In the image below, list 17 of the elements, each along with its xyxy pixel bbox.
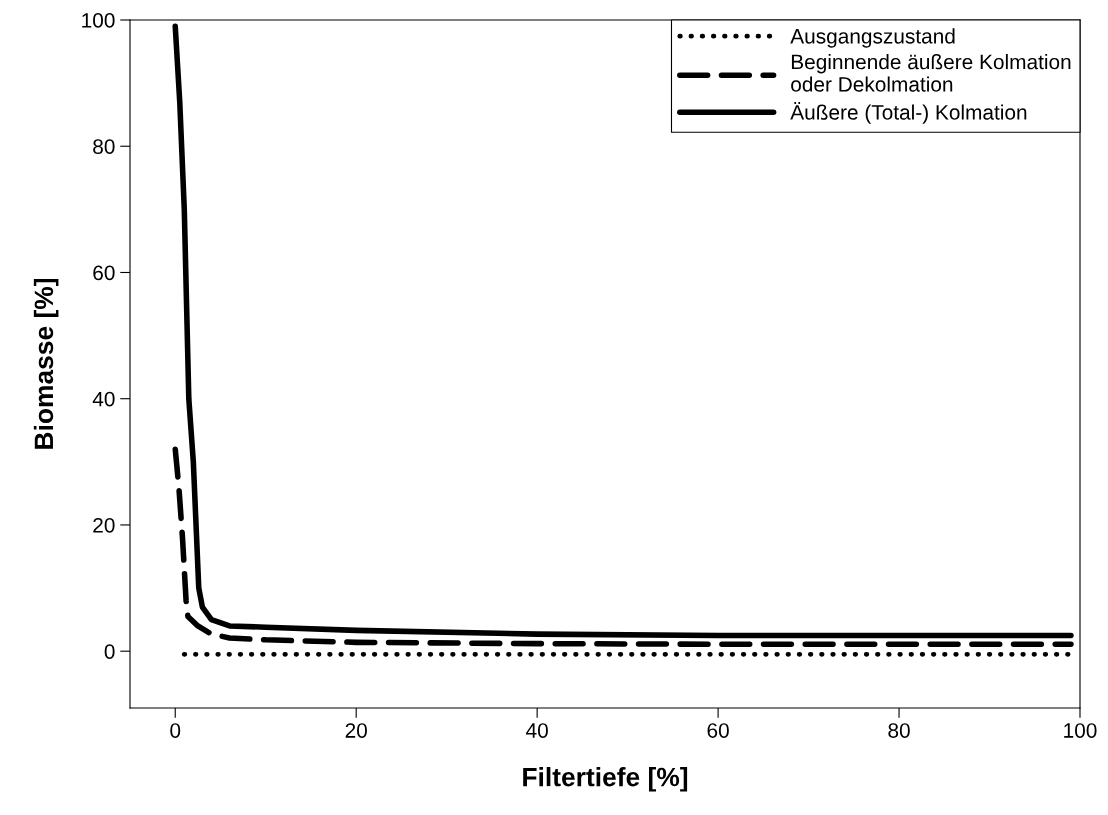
x-tick-label: 20 [345, 723, 367, 738]
legend-label: Beginnende äußere Kolmation oder Dekolmation [791, 54, 1071, 92]
y-axis-title: Biomasse [%] [33, 278, 59, 449]
x-tick-label: 60 [707, 723, 729, 738]
x-tick-label: 40 [526, 723, 548, 738]
legend-label: Äußere (Total-) Kolmation [790, 102, 1027, 124]
y-tick-label: 0 [104, 644, 115, 659]
y-tick-label: 100 [82, 13, 115, 28]
x-axis-title: Filtertiefe [%] [523, 767, 688, 792]
y-tick-label: 80 [93, 139, 115, 154]
x-tick-label: 0 [170, 723, 181, 738]
legend-label: Ausgangszustand [790, 28, 955, 48]
y-tick-label: 60 [93, 265, 115, 281]
x-tick-label: 80 [888, 723, 910, 738]
y-tick-label: 40 [92, 391, 115, 407]
x-tick-label: 100 [1064, 723, 1097, 738]
y-tick-label: 20 [93, 517, 115, 533]
